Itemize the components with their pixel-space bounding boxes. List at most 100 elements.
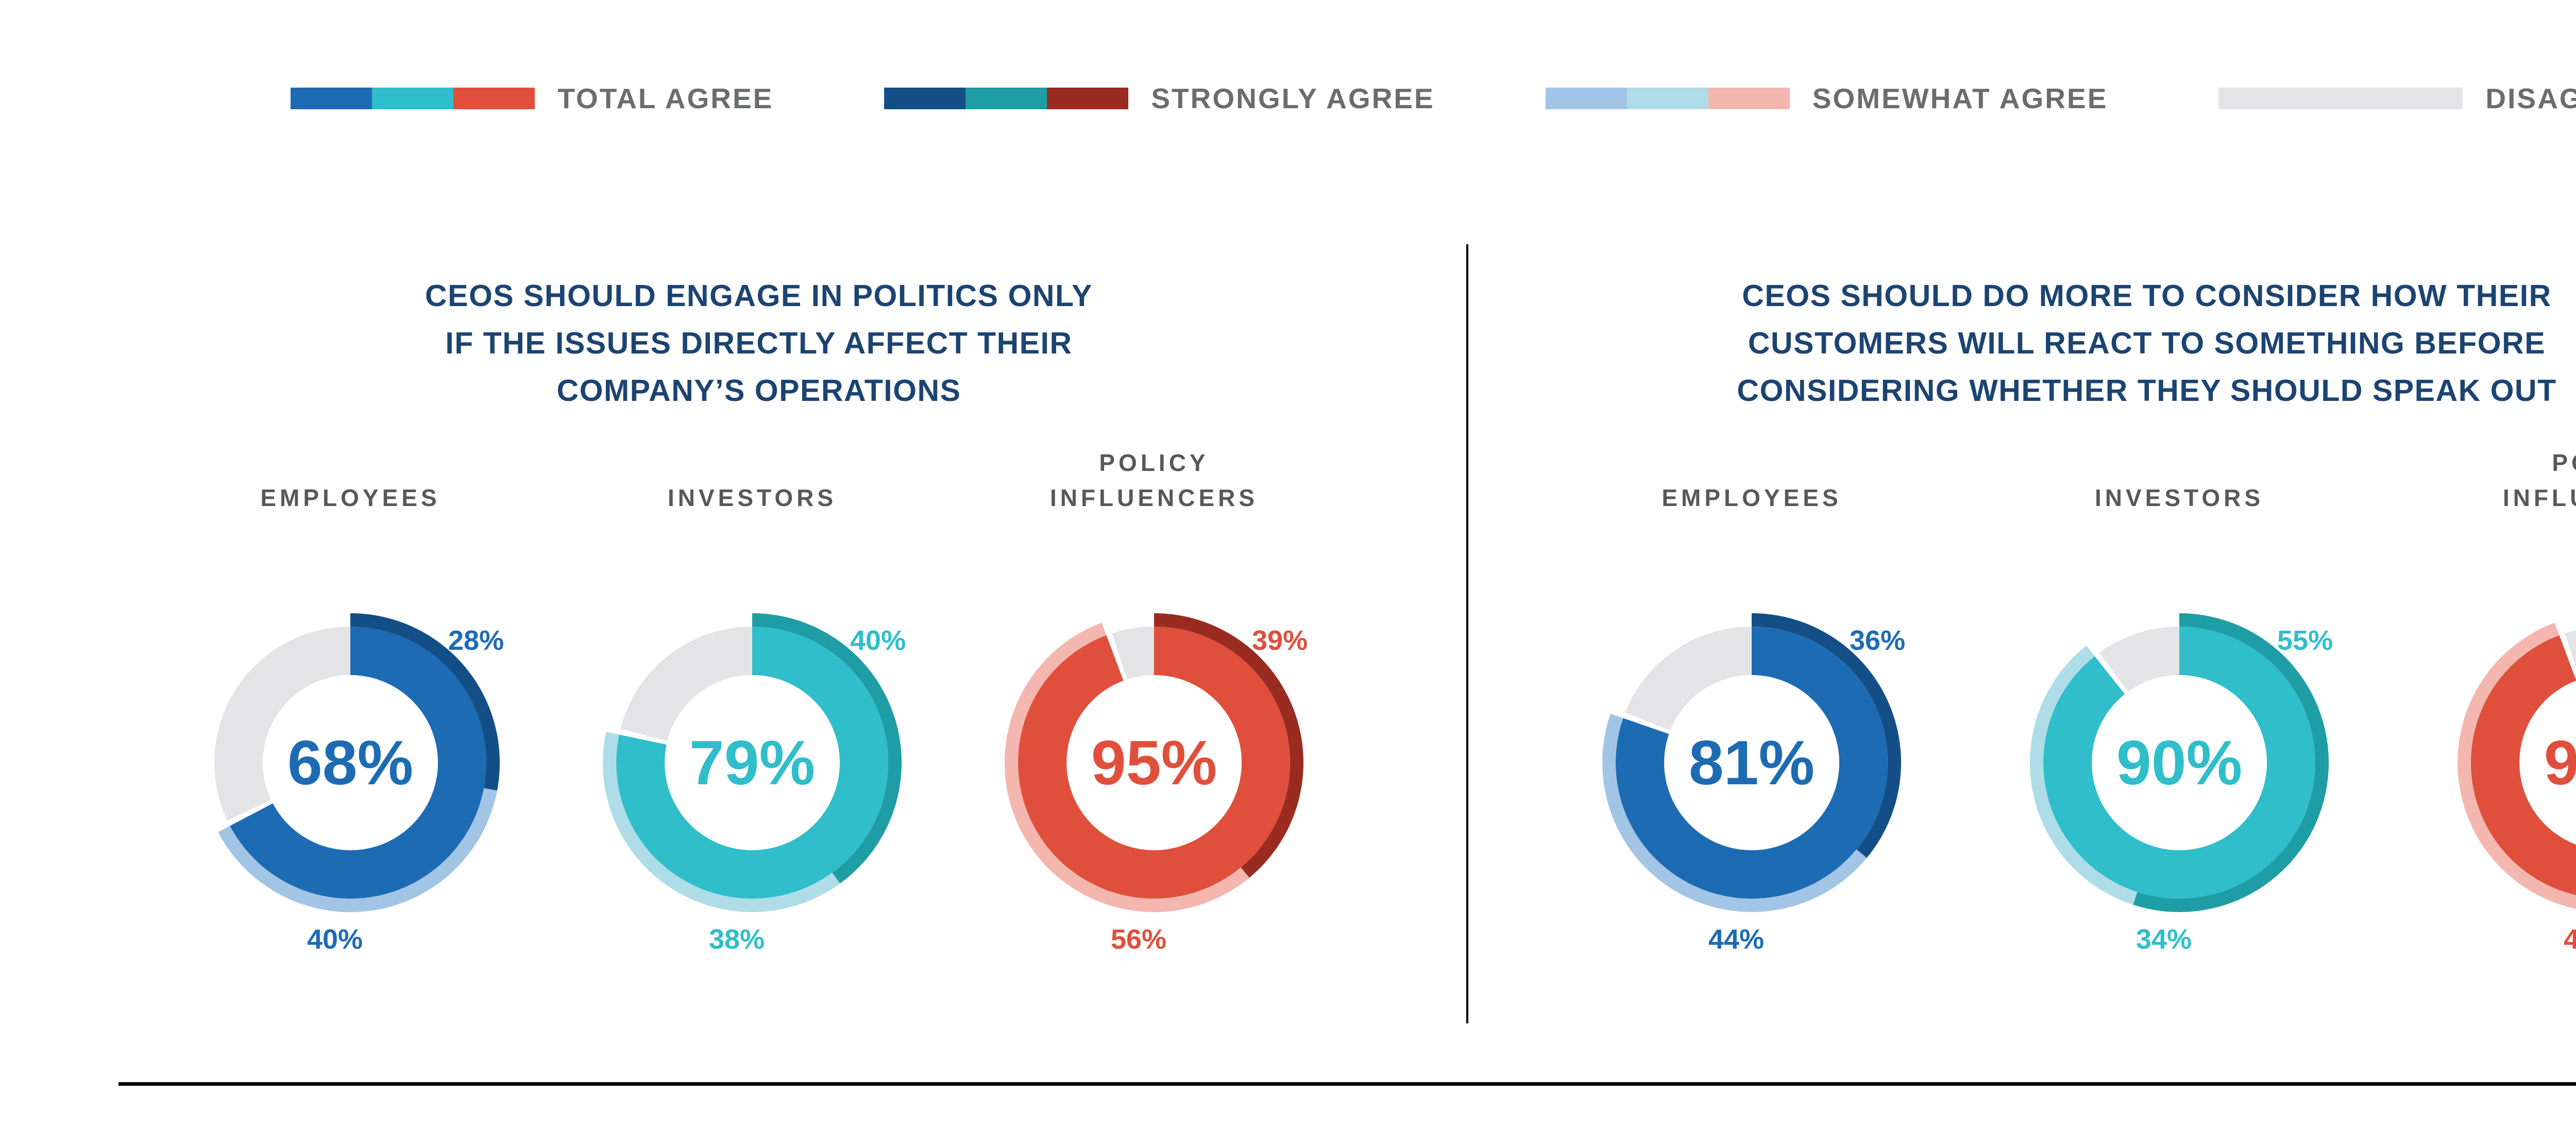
strongly-value: 40% bbox=[850, 625, 906, 656]
somewhat-value: 49% bbox=[2563, 924, 2576, 955]
category-label: POLICY INFLUENCERS bbox=[984, 412, 1324, 515]
arc-total-agree bbox=[2043, 627, 2316, 899]
panel-divider bbox=[1466, 244, 1468, 1023]
arc-disagree bbox=[2565, 630, 2576, 668]
legend-swatch-group bbox=[2218, 88, 2463, 109]
title-line: IF THE ISSUES DIRECTLY AFFECT THEIR bbox=[445, 326, 1073, 360]
title-line: CONSIDERING WHETHER THEY SHOULD SPEAK OU… bbox=[1737, 374, 2557, 408]
donut-chart-policy-influencers bbox=[1005, 613, 1303, 912]
strongly-value: 39% bbox=[1252, 625, 1308, 656]
title-line: CEOS SHOULD DO MORE TO CONSIDER HOW THEI… bbox=[1742, 279, 2552, 313]
donut-chart-investors bbox=[2030, 613, 2329, 912]
category-label: INVESTORS bbox=[582, 412, 922, 515]
somewhat-value: 34% bbox=[2136, 924, 2192, 955]
category-label-line: INVESTORS bbox=[2095, 484, 2264, 511]
bottom-rule bbox=[118, 1082, 2576, 1086]
arc-somewhat-agree bbox=[2030, 646, 2138, 905]
somewhat-value: 44% bbox=[1708, 924, 1765, 955]
arc-somewhat-agree bbox=[603, 732, 840, 912]
arc-total-agree bbox=[616, 627, 889, 899]
legend: TOTAL AGREE STRONGLY AGREE SOMEWHAT AGREE D… bbox=[0, 81, 2576, 115]
legend-item-strongly-agree: STRONGLY AGREE bbox=[884, 82, 1434, 115]
category-label-line: POLICY bbox=[1099, 449, 1209, 476]
donut-chart-policy-influencers bbox=[2458, 622, 2576, 909]
somewhat-value: 40% bbox=[307, 924, 363, 955]
arc-total-agree bbox=[1018, 627, 1290, 899]
category-label: INVESTORS bbox=[2009, 412, 2349, 515]
legend-label: TOTAL AGREE bbox=[557, 82, 774, 114]
chart-card-employees: EMPLOYEES 81% 36% 44% bbox=[1582, 412, 1922, 979]
donut-employees: 81% bbox=[1602, 613, 1901, 912]
title-line: CUSTOMERS WILL REACT TO SOMETHING BEFORE bbox=[1748, 326, 2546, 360]
legend-color-swatch bbox=[372, 88, 454, 109]
chart-card-employees: EMPLOYEES 68% 28% 40% bbox=[180, 412, 520, 979]
legend-swatch-group bbox=[884, 88, 1129, 109]
total-value: 95% bbox=[1091, 728, 1217, 798]
donut-chart-investors bbox=[603, 613, 902, 912]
legend-color-swatch bbox=[453, 88, 535, 109]
panel-title: CEOS SHOULD DO MORE TO CONSIDER HOW THEI… bbox=[1494, 272, 2576, 414]
title-line: CEOS SHOULD ENGAGE IN POLITICS ONLY bbox=[425, 279, 1093, 313]
total-value: 81% bbox=[1688, 728, 1815, 798]
legend-color-swatch bbox=[1545, 88, 1627, 109]
total-value: 95% bbox=[2544, 728, 2576, 798]
legend-item-disagree: DISAGREE bbox=[2218, 82, 2576, 115]
category-label-line: POLICY bbox=[2552, 449, 2576, 476]
legend-color-swatch bbox=[965, 88, 1047, 109]
legend-color-swatch bbox=[291, 88, 372, 109]
donut-employees: 68% bbox=[201, 613, 500, 912]
legend-item-somewhat-agree: SOMEWHAT AGREE bbox=[1545, 82, 2108, 115]
arc-total-agree bbox=[2470, 635, 2576, 896]
category-label-line: INFLUENCERS bbox=[2502, 484, 2576, 511]
chart-card-investors: INVESTORS 90% 55% 34% bbox=[2009, 412, 2349, 979]
legend-swatch-group bbox=[1545, 88, 1790, 109]
panel-title: CEOS SHOULD ENGAGE IN POLITICS ONLY IF TH… bbox=[118, 272, 1399, 414]
donut-policy-influencers: 95% bbox=[1005, 613, 1303, 912]
arc-somewhat-agree bbox=[218, 788, 497, 912]
legend-label: DISAGREE bbox=[2485, 82, 2576, 114]
arc-disagree bbox=[1625, 627, 1752, 731]
arc-disagree bbox=[214, 627, 350, 821]
strongly-value: 55% bbox=[2277, 625, 2333, 656]
arc-strongly-agree bbox=[1752, 613, 1901, 858]
strongly-value: 36% bbox=[1850, 625, 1906, 656]
legend-color-swatch bbox=[2218, 88, 2463, 109]
chart-card-policy-influencers: POLICY INFLUENCERS 95% 39% 56% bbox=[984, 412, 1324, 979]
arc-strongly-agree bbox=[752, 613, 902, 884]
total-value: 90% bbox=[2116, 728, 2243, 798]
donut-policy-influencers: 95% bbox=[2458, 613, 2576, 912]
legend-color-swatch bbox=[1626, 88, 1708, 109]
donut-chart-employees bbox=[214, 613, 500, 912]
donut-chart-employees bbox=[1602, 613, 1901, 912]
arc-total-agree bbox=[230, 627, 487, 899]
total-value: 68% bbox=[287, 728, 414, 798]
somewhat-value: 38% bbox=[708, 924, 765, 955]
arc-strongly-agree bbox=[350, 613, 500, 791]
total-value: 79% bbox=[689, 728, 816, 798]
donut-investors: 90% bbox=[2030, 613, 2329, 912]
legend-item-total-agree: TOTAL AGREE bbox=[291, 82, 773, 115]
legend-swatch-group bbox=[291, 88, 535, 109]
category-label-line: EMPLOYEES bbox=[1662, 484, 1842, 511]
arc-disagree bbox=[620, 627, 752, 741]
arc-strongly-agree bbox=[1154, 613, 1303, 878]
legend-label: STRONGLY AGREE bbox=[1151, 82, 1435, 114]
arc-disagree bbox=[2099, 627, 2179, 692]
legend-color-swatch bbox=[1708, 88, 1790, 109]
category-label: EMPLOYEES bbox=[180, 412, 520, 515]
donut-investors: 79% bbox=[603, 613, 902, 912]
legend-label: SOMEWHAT AGREE bbox=[1812, 82, 2108, 114]
category-label-line: INFLUENCERS bbox=[1049, 484, 1259, 511]
legend-color-swatch bbox=[1047, 88, 1129, 109]
category-label-line: EMPLOYEES bbox=[260, 484, 440, 511]
title-line: COMPANY’S OPERATIONS bbox=[556, 374, 961, 408]
arc-total-agree bbox=[1615, 627, 1888, 899]
arc-disagree bbox=[1112, 627, 1154, 680]
arc-somewhat-agree bbox=[2458, 622, 2576, 909]
strongly-value: 28% bbox=[448, 625, 504, 656]
chart-card-investors: INVESTORS 79% 40% 38% bbox=[582, 412, 922, 979]
legend-color-swatch bbox=[884, 88, 966, 109]
category-label: EMPLOYEES bbox=[1582, 412, 1922, 515]
